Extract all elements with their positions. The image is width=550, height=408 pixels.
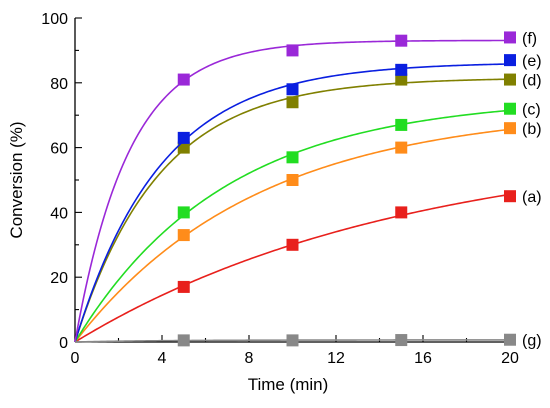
y-tick-label: 60 <box>50 141 68 158</box>
series-curve <box>74 193 511 343</box>
series-label: (b) <box>522 121 542 138</box>
data-point <box>504 333 516 346</box>
data-point <box>286 151 299 164</box>
data-point <box>395 118 408 131</box>
data-point <box>177 280 190 293</box>
data-point <box>177 131 190 144</box>
data-point <box>395 34 408 47</box>
y-tick-label: 80 <box>50 76 68 93</box>
data-point <box>286 334 299 347</box>
series-label: (f) <box>522 30 537 47</box>
x-tick-label: 12 <box>327 350 345 367</box>
data-point <box>504 122 516 135</box>
data-point <box>504 54 516 67</box>
x-tick-label: 8 <box>245 350 254 367</box>
x-tick-label: 16 <box>414 350 432 367</box>
series-curve <box>74 109 511 343</box>
data-point <box>177 73 190 86</box>
data-point <box>504 190 516 203</box>
series-label: (d) <box>522 73 542 90</box>
data-point <box>395 206 408 219</box>
x-tick-label: 0 <box>71 350 80 367</box>
data-point <box>395 63 408 76</box>
y-tick-label: 0 <box>59 335 68 352</box>
data-point <box>395 334 408 347</box>
series-label: (g) <box>522 333 542 350</box>
series-curve <box>74 78 511 343</box>
y-tick-label: 20 <box>50 270 68 287</box>
series-label: (a) <box>522 189 542 206</box>
series-label: (c) <box>522 102 541 119</box>
data-point <box>504 73 516 86</box>
data-point <box>286 44 299 57</box>
x-axis-title: Time (min) <box>248 375 329 394</box>
data-point <box>177 206 190 219</box>
y-tick-label: 100 <box>41 11 68 28</box>
series-label: (e) <box>522 53 542 70</box>
data-point <box>286 174 299 186</box>
data-point <box>395 73 408 86</box>
data-point <box>504 31 516 44</box>
data-point <box>286 96 299 109</box>
x-tick-label: 20 <box>501 350 519 367</box>
y-tick-label: 40 <box>50 205 68 222</box>
data-point <box>286 83 299 96</box>
y-axis-title: Conversion (%) <box>7 121 26 238</box>
x-tick-label: 4 <box>158 350 167 367</box>
data-point <box>395 141 408 154</box>
data-point <box>177 229 190 242</box>
data-point <box>504 102 516 115</box>
data-point <box>177 334 190 347</box>
data-point <box>286 238 299 251</box>
